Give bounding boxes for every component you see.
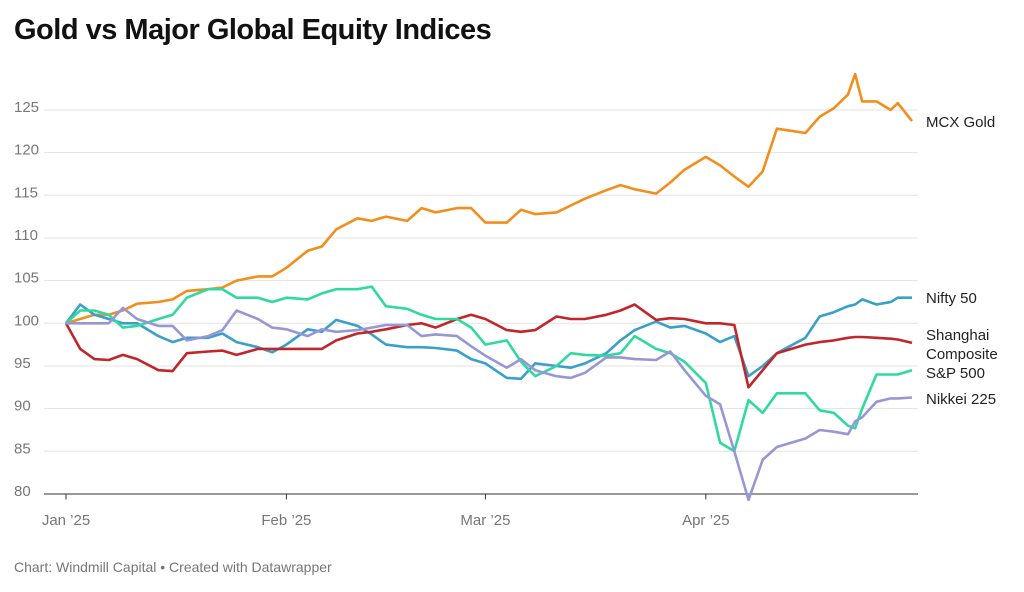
y-tick-label: 120 <box>14 142 39 159</box>
x-tick-label: Feb ’25 <box>261 512 311 529</box>
series-line <box>64 303 913 389</box>
series-line <box>64 296 912 381</box>
source-note: Chart: Windmill Capital • Created with D… <box>14 559 332 575</box>
series-label: S&P 500 <box>926 365 985 382</box>
y-tick-label: 80 <box>14 483 31 500</box>
y-tick-label: 125 <box>14 99 39 116</box>
chart-title: Gold vs Major Global Equity Indices <box>14 14 492 46</box>
y-tick-label: 95 <box>14 355 31 372</box>
x-tick-label: Jan ’25 <box>42 512 90 529</box>
series-line <box>66 306 913 502</box>
series-line <box>65 285 913 453</box>
x-tick-label: Apr ’25 <box>682 512 730 529</box>
series-label: MCX Gold <box>926 114 996 131</box>
y-tick-label: 100 <box>14 312 39 329</box>
y-tick-label: 115 <box>14 184 38 201</box>
series-label: Nikkei 225 <box>926 391 997 408</box>
y-tick-label: 105 <box>14 270 39 287</box>
y-tick-label: 110 <box>14 227 38 244</box>
x-tick-label: Mar ’25 <box>460 512 510 529</box>
y-tick-label: 85 <box>14 440 31 457</box>
series-line <box>65 72 914 325</box>
y-tick-label: 90 <box>14 398 31 415</box>
series-label: Nifty 50 <box>926 290 977 307</box>
series-label: Shanghai Composite <box>926 327 998 363</box>
